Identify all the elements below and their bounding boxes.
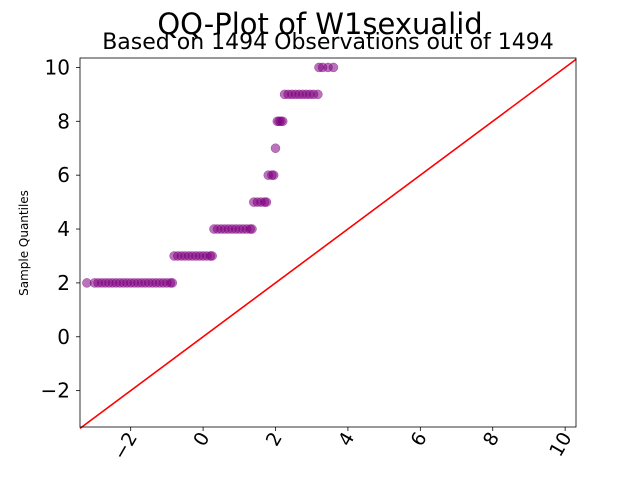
chart-subtitle: Based on 1494 Observations out of 1494 xyxy=(102,30,554,55)
y-axis-label: Sample Quantiles xyxy=(17,190,31,296)
y-tick-label: 6 xyxy=(57,163,70,187)
data-point xyxy=(247,224,257,234)
data-point xyxy=(261,197,272,207)
data-point xyxy=(167,278,178,288)
data-point xyxy=(313,89,323,100)
y-tick-label: −2 xyxy=(41,379,70,403)
y-tick-label: 10 xyxy=(45,55,70,79)
points-layer xyxy=(82,62,339,288)
chart-title: QQ-Plot of W1sexualid xyxy=(157,7,482,41)
data-point xyxy=(328,62,339,73)
data-point xyxy=(277,116,288,127)
y-tick-label: 0 xyxy=(57,325,70,349)
y-tick-label: 2 xyxy=(57,271,70,295)
y-tick-label: 8 xyxy=(57,109,70,133)
y-tick-label: 4 xyxy=(57,217,70,241)
data-point xyxy=(270,143,281,153)
data-point xyxy=(268,170,279,180)
plot-frame xyxy=(79,57,577,428)
reference-line xyxy=(79,58,577,429)
data-point xyxy=(207,251,217,261)
reference-line-layer xyxy=(79,58,577,429)
